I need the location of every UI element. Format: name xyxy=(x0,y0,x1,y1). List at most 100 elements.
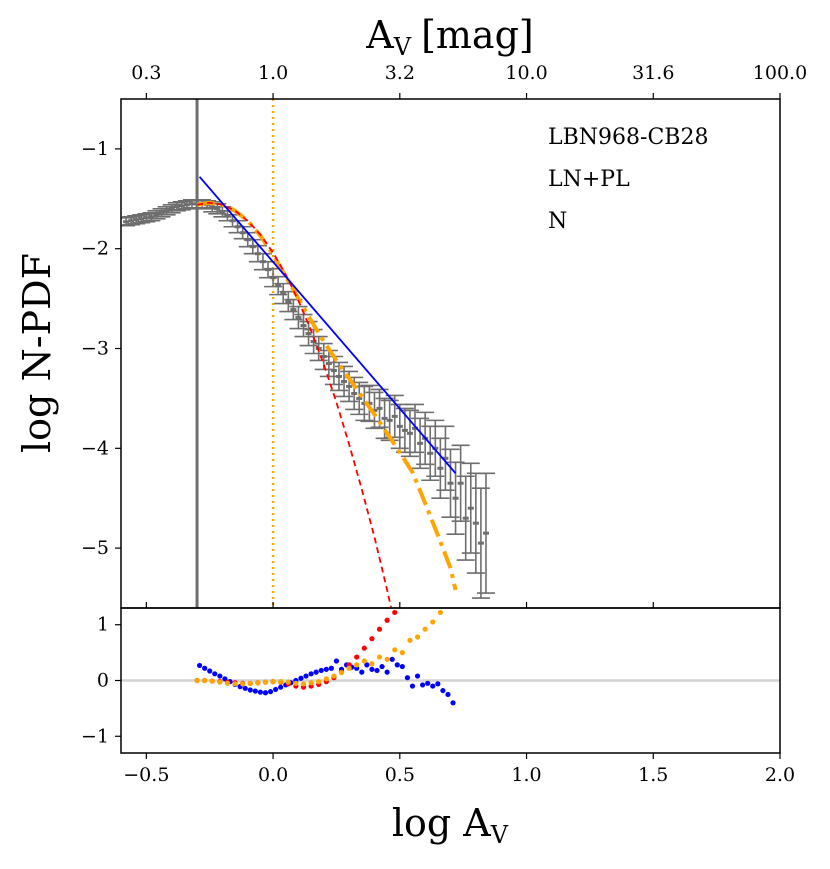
annotation-type: N xyxy=(548,209,567,234)
y-axis-title: log N-PDF xyxy=(15,253,59,453)
residual-point-ln-pl-residuals-32 xyxy=(437,609,443,616)
residual-point-pl-residuals-26 xyxy=(328,665,334,671)
x-tick-label-3: 1.0 xyxy=(511,764,541,786)
x-tick-label-4: 1.5 xyxy=(638,764,668,786)
residual-point-ln-residuals-23 xyxy=(369,636,375,642)
residual-point-pl-residuals-44 xyxy=(420,682,426,688)
residual-point-ln-residuals-24 xyxy=(376,626,383,632)
residual-point-pl-residuals-9 xyxy=(242,685,248,691)
residual-point-pl-residuals-0 xyxy=(196,662,203,669)
residual-y-tick-label-0: 1 xyxy=(97,614,109,636)
residual-point-ln-pl-residuals-8 xyxy=(255,680,261,686)
residual-point-ln-pl-residuals-17 xyxy=(323,676,329,682)
main-axes-frame xyxy=(120,98,781,609)
residual-point-ln-pl-residuals-21 xyxy=(354,662,360,668)
x-tick-label-5: 2.0 xyxy=(765,764,795,786)
residual-point-pl-residuals-48 xyxy=(440,687,446,694)
residual-point-pl-residuals-27 xyxy=(333,658,340,664)
residual-point-ln-pl-residuals-19 xyxy=(338,670,345,676)
residual-point-pl-residuals-2 xyxy=(207,668,213,674)
y-tick-label-4: −5 xyxy=(81,537,109,559)
main-reference-lines xyxy=(195,99,275,608)
residual-point-pl-residuals-36 xyxy=(379,663,385,670)
residual-point-pl-residuals-13 xyxy=(262,690,269,696)
residual-plot-area xyxy=(194,609,456,706)
residual-point-pl-residuals-32 xyxy=(359,669,365,675)
residual-point-pl-residuals-3 xyxy=(212,671,218,677)
residual-point-pl-residuals-45 xyxy=(425,680,431,686)
residual-point-ln-pl-residuals-10 xyxy=(270,679,276,685)
residual-point-ln-pl-residuals-9 xyxy=(262,679,269,685)
y-tick-label-3: −4 xyxy=(81,437,109,459)
top-tick-label-4: 31.6 xyxy=(632,62,674,84)
residual-point-ln-pl-residuals-27 xyxy=(399,650,405,656)
top-axis-title-sub: V xyxy=(393,33,412,61)
residual-point-pl-residuals-4 xyxy=(217,673,223,679)
residual-point-pl-residuals-39 xyxy=(394,662,400,668)
residual-point-pl-residuals-46 xyxy=(430,683,436,689)
y-tick-label-0: −1 xyxy=(81,138,109,160)
residual-point-ln-pl-residuals-31 xyxy=(430,619,436,625)
x-axis-title-main: log A xyxy=(392,801,491,845)
top-tick-label-5: 100.0 xyxy=(753,62,807,84)
residual-point-pl-residuals-50 xyxy=(450,700,456,706)
residual-point-pl-residuals-42 xyxy=(409,683,416,689)
residual-point-pl-residuals-21 xyxy=(303,673,309,679)
residual-point-pl-residuals-23 xyxy=(313,669,319,675)
residual-point-ln-residuals-21 xyxy=(354,654,360,660)
x-tick-label-1: 0.0 xyxy=(258,764,288,786)
top-tick-label-2: 3.2 xyxy=(385,62,415,84)
residual-point-pl-residuals-15 xyxy=(273,686,279,693)
residual-point-ln-residuals-22 xyxy=(361,645,367,651)
x-tick-label-2: 0.5 xyxy=(385,764,415,786)
residual-point-ln-pl-residuals-26 xyxy=(392,647,398,653)
residual-point-pl-residuals-14 xyxy=(267,689,274,695)
residual-point-ln-residuals-26 xyxy=(392,609,398,616)
y-tick-label-1: −2 xyxy=(81,238,109,260)
main-plot-area xyxy=(121,176,495,608)
top-axis-title: AV [mag] xyxy=(365,13,533,61)
top-tick-label-1: 1.0 xyxy=(258,62,288,84)
residual-point-pl-residuals-22 xyxy=(308,671,314,677)
residual-point-pl-residuals-49 xyxy=(445,691,451,698)
residual-point-pl-residuals-41 xyxy=(404,675,411,681)
top-tick-label-3: 10.0 xyxy=(505,62,547,84)
residual-point-ln-pl-residuals-7 xyxy=(247,680,253,686)
residual-point-pl-residuals-10 xyxy=(247,687,253,693)
residual-point-ln-pl-residuals-1 xyxy=(202,677,208,684)
residual-point-pl-residuals-43 xyxy=(414,673,421,679)
residual-point-pl-residuals-20 xyxy=(298,675,304,681)
residual-axes: 1 0 −1 −0.5 0.0 0.5 1.0 1.5 2.0 xyxy=(81,614,795,786)
residual-point-ln-pl-residuals-22 xyxy=(361,658,367,664)
residual-y-tick-label-1: 0 xyxy=(97,670,109,692)
residual-point-ln-pl-residuals-18 xyxy=(331,673,337,679)
annotation-region: LBN968-CB28 xyxy=(548,125,708,150)
residual-point-ln-pl-residuals-29 xyxy=(414,634,421,640)
residual-point-pl-residuals-35 xyxy=(374,667,380,674)
residual-point-pl-residuals-1 xyxy=(202,665,208,671)
top-axis-title-unit: [mag] xyxy=(421,13,534,57)
residual-point-ln-pl-residuals-30 xyxy=(422,626,428,632)
x-axis-title: log AV xyxy=(392,801,509,849)
residual-point-ln-pl-residuals-24 xyxy=(376,654,383,660)
residual-point-pl-residuals-40 xyxy=(399,663,405,670)
residual-point-ln-pl-residuals-15 xyxy=(308,680,314,686)
x-axis-title-sub: V xyxy=(490,821,509,849)
residual-point-ln-pl-residuals-12 xyxy=(285,679,291,685)
residual-point-ln-pl-residuals-16 xyxy=(316,679,322,685)
residual-point-pl-residuals-34 xyxy=(369,666,375,672)
series-pl-fit xyxy=(198,176,457,474)
residual-point-pl-residuals-47 xyxy=(435,681,441,687)
top-tick-label-0: 0.3 xyxy=(131,62,161,84)
series-ln xyxy=(196,201,393,608)
residual-point-ln-pl-residuals-2 xyxy=(209,678,215,684)
residual-point-ln-pl-residuals-3 xyxy=(217,679,223,685)
series-ln-pl-fit xyxy=(196,200,458,591)
main-axes: −1 −2 −3 −4 −5 0.3 1.0 3.2 10.0 31.6 100.0 xyxy=(81,62,807,608)
residual-point-ln-pl-residuals-28 xyxy=(407,637,413,643)
residual-point-ln-pl-residuals-23 xyxy=(369,661,375,667)
residual-point-ln-pl-residuals-5 xyxy=(232,681,238,687)
residual-point-ln-pl-residuals-0 xyxy=(194,677,200,684)
